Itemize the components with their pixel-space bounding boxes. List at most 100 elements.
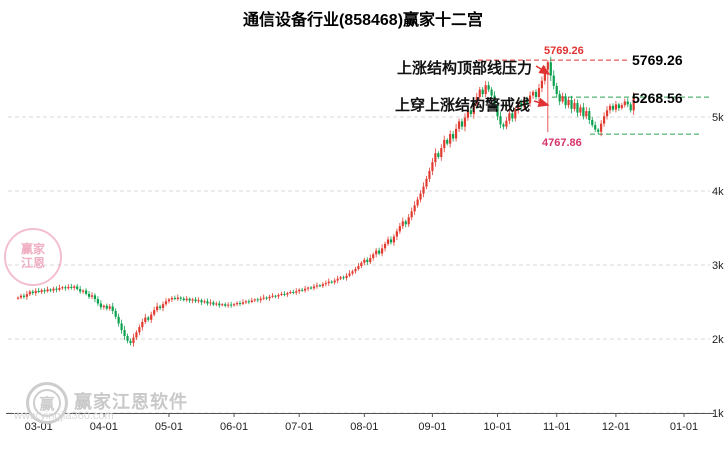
candle-body — [135, 332, 138, 338]
candle-body — [250, 300, 253, 302]
candle-body — [454, 128, 458, 139]
trough-value-label: 4767.86 — [542, 137, 582, 149]
candle-body — [481, 89, 484, 95]
candle-body — [34, 290, 37, 294]
candle-body — [466, 110, 470, 118]
candle-body — [363, 259, 366, 263]
candle-body — [534, 91, 538, 98]
candle-body — [437, 153, 440, 157]
y-tick-label: 4k — [712, 186, 724, 198]
candle-body — [472, 104, 475, 115]
candle-body — [306, 287, 310, 289]
candle-body — [407, 217, 410, 225]
y-tick-label: 3k — [712, 260, 724, 272]
candle-body — [179, 297, 182, 299]
candle-body — [31, 291, 34, 294]
candle-body — [262, 297, 265, 299]
candle-body — [22, 295, 26, 297]
x-tick-label: 10-01 — [483, 421, 511, 433]
candle-body — [324, 283, 327, 285]
candle-body — [354, 269, 357, 272]
candle-body — [132, 337, 135, 344]
candle-body — [206, 301, 209, 304]
candle-body — [292, 292, 295, 294]
candle-body — [487, 85, 490, 90]
candle-body — [247, 301, 250, 303]
candle-body — [549, 62, 552, 76]
candle-body — [614, 104, 618, 110]
candle-body — [212, 302, 215, 305]
candle-body — [410, 211, 413, 218]
url-watermark-text: www.yingjia360.com — [14, 410, 114, 422]
y-tick-label: 2k — [712, 334, 724, 346]
candle-body — [96, 299, 100, 304]
candle-body — [463, 117, 467, 127]
candle-body — [259, 298, 262, 301]
candle-body — [443, 139, 446, 149]
candle-body — [422, 186, 425, 194]
candle-body — [555, 85, 558, 95]
candle-body — [161, 304, 165, 308]
candle-body — [40, 290, 43, 293]
candle-body — [167, 299, 171, 302]
candle-body — [221, 304, 224, 306]
candle-body — [585, 111, 588, 117]
candle-body — [478, 89, 481, 98]
candle-body — [203, 301, 206, 303]
candle-body — [79, 289, 82, 292]
candle-body — [70, 286, 73, 288]
candle-body — [490, 89, 493, 96]
candle-body — [108, 306, 111, 309]
candle-body — [611, 105, 615, 110]
warning-annotation-label: 上穿上涨结构警戒线 — [394, 97, 530, 114]
candle-body — [138, 327, 141, 333]
candle-body — [484, 85, 487, 95]
candle-body — [517, 102, 520, 111]
candle-body — [111, 306, 114, 311]
candle-body — [520, 102, 523, 107]
candle-body — [345, 275, 348, 278]
candle-body — [298, 289, 301, 292]
candle-body — [632, 97, 635, 111]
candle-body — [392, 236, 396, 243]
candle-body — [395, 231, 398, 237]
candle-body — [404, 221, 407, 225]
page-title: 通信设备行业(858468)赢家十二宫 — [242, 12, 484, 29]
candle-body — [144, 317, 147, 322]
brand-watermark-text: 赢家江恩软件 — [74, 392, 188, 412]
candle-body — [120, 323, 123, 331]
candle-body — [218, 303, 221, 306]
candle-body — [493, 95, 496, 106]
seal-watermark: 赢家 江恩 — [4, 228, 62, 286]
seal-watermark-line2: 江恩 — [20, 256, 45, 270]
candle-body — [280, 293, 283, 295]
candle-body — [256, 299, 259, 301]
candle-body — [333, 280, 336, 283]
candle-body — [425, 178, 428, 187]
candle-body — [232, 304, 236, 306]
candle-body — [452, 134, 455, 139]
candle-body — [440, 148, 443, 157]
candle-body — [366, 259, 369, 263]
candle-body — [321, 284, 324, 287]
candle-body — [582, 107, 585, 117]
candle-body — [123, 330, 126, 337]
candle-body — [602, 116, 606, 124]
candle-body — [61, 287, 64, 289]
candle-body — [561, 96, 564, 102]
candle-body — [588, 111, 591, 120]
candle-body — [105, 305, 108, 309]
candle-body — [398, 226, 401, 232]
candle-body — [531, 91, 535, 96]
candle-body — [235, 303, 239, 305]
brand-logo-char: 赢 — [33, 389, 61, 417]
x-tick-label: 03-01 — [25, 421, 53, 433]
candle-body — [386, 239, 390, 244]
peak-value-label: 5769.26 — [544, 45, 584, 57]
candle-body — [99, 303, 102, 308]
candle-body — [141, 321, 144, 328]
candle-body — [274, 295, 277, 297]
candle-body — [591, 119, 594, 126]
